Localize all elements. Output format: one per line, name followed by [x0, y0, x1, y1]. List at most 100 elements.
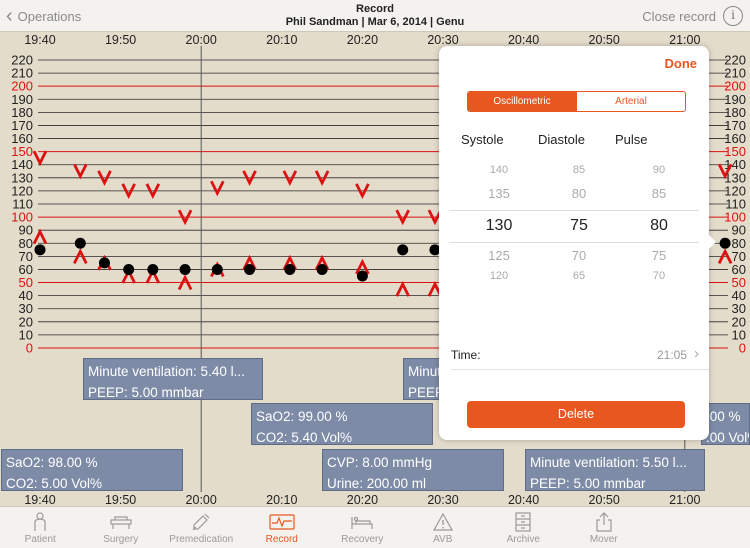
y-tick-label-right: 100: [724, 210, 746, 225]
blood-pressure-popover: Done Oscillometric Arterial Systole Dias…: [439, 46, 716, 440]
y-tick-label-left: 170: [11, 118, 33, 133]
data-marks: [32, 150, 733, 297]
diastole-marker: [427, 280, 443, 297]
pulse-point: [74, 237, 86, 249]
y-tick-label-right: 160: [724, 131, 746, 146]
y-tick-label-left: 160: [11, 131, 33, 146]
y-tick-label-right: 90: [732, 223, 746, 238]
note-box[interactable]: Minute ventilation: 5.40 l... PEEP: 5.00…: [403, 358, 443, 400]
tab-premedication[interactable]: Premedication: [161, 507, 242, 548]
picker-value: 70: [652, 270, 666, 282]
back-button[interactable]: ‹ Operations: [6, 6, 81, 26]
subtitle-text: Phil Sandman | Mar 6, 2014 | Genu: [285, 16, 465, 28]
back-label: Operations: [17, 8, 82, 24]
y-tick-label-right: 180: [724, 105, 746, 120]
pulse-point: [719, 237, 731, 249]
y-tick-label-left: 220: [11, 53, 33, 68]
picker-value: 75: [651, 248, 667, 263]
tab-label: AVB: [433, 534, 453, 545]
info-icon[interactable]: i: [723, 6, 743, 26]
tab-surgery[interactable]: Surgery: [81, 507, 162, 548]
close-record-button[interactable]: Close record: [642, 9, 716, 24]
note-box[interactable]: Minute ventilation: 5.40 l... PEEP: 5.00…: [83, 358, 263, 400]
tab-bar: Patient Surgery Premedication Record Rec…: [0, 506, 750, 548]
systole-marker: [210, 180, 225, 197]
y-tick-label-left: 60: [19, 262, 33, 277]
chevron-right-icon[interactable]: ›: [694, 345, 699, 362]
picker-selection-band: [449, 210, 699, 243]
systole-marker: [177, 209, 193, 226]
segment-arterial[interactable]: Arterial: [576, 92, 685, 111]
systole-marker: [32, 150, 48, 167]
y-tick-label-left: 210: [11, 66, 33, 81]
systole-marker: [145, 183, 161, 200]
diastole-marker: [177, 274, 193, 291]
picker-value: 90: [652, 164, 666, 176]
systole-marker: [395, 209, 410, 226]
x-tick-label-bottom: 19:40: [24, 493, 55, 506]
tab-label: Record: [265, 534, 298, 545]
pulse-point: [98, 257, 110, 269]
x-tick-label-bottom: 20:00: [186, 493, 217, 506]
tab-label: Patient: [24, 534, 56, 545]
segment-oscillometric[interactable]: Oscillometric: [468, 92, 576, 111]
pulse-point: [211, 263, 223, 275]
person-icon: [34, 512, 46, 531]
chevron-left-icon: ‹: [6, 5, 13, 27]
pulse-point: [356, 270, 368, 282]
picker-value: 140: [489, 164, 509, 176]
note-box[interactable]: SaO2: 98.00 % CO2: 5.00 Vol%: [1, 449, 183, 491]
y-tick-label-right: 170: [724, 118, 746, 133]
y-tick-label-left: 140: [11, 157, 33, 172]
systole-marker: [242, 170, 257, 186]
x-tick-label-bottom: 20:40: [508, 493, 539, 506]
systole-marker: [121, 183, 136, 200]
done-button[interactable]: Done: [664, 56, 698, 71]
note-box[interactable]: CVP: 8.00 mmHg Urine: 200.00 ml: [322, 449, 504, 491]
note-line: PEEP: 5.00 mmbar: [88, 385, 204, 400]
y-tick-label-left: 190: [11, 92, 33, 107]
y-tick-label-right: 60: [732, 262, 746, 277]
pulse-point: [123, 263, 135, 275]
delete-button[interactable]: Delete: [467, 401, 685, 428]
y-tick-label-left: 120: [11, 183, 33, 198]
popover-arrow: [708, 234, 716, 250]
y-tick-label-left: 110: [12, 197, 33, 212]
tab-avb[interactable]: AVB: [403, 507, 484, 548]
tab-archive[interactable]: Archive: [483, 507, 564, 548]
recovery-bed-icon: [351, 516, 373, 529]
tab-record[interactable]: Record: [242, 507, 323, 548]
note-box[interactable]: SaO2: 99.00 % CO2: 5.40 Vol%: [251, 403, 433, 445]
y-tick-label-right: 50: [732, 275, 746, 290]
x-tick-label-bottom: 20:30: [427, 493, 458, 506]
tab-patient[interactable]: Patient: [0, 507, 81, 548]
y-tick-label-right: 30: [732, 301, 746, 316]
y-tick-label-right: 220: [724, 53, 746, 68]
y-tick-label-right: 200: [724, 79, 746, 94]
picker-value: 65: [572, 270, 586, 282]
tab-label: Surgery: [103, 534, 139, 545]
systole-marker: [97, 170, 112, 186]
tab-recovery[interactable]: Recovery: [322, 507, 403, 548]
tab-mover[interactable]: Mover: [564, 507, 645, 548]
y-tick-label-left: 20: [19, 314, 33, 329]
x-tick-label-bottom: 20:10: [266, 493, 297, 506]
time-value[interactable]: 21:05: [656, 348, 687, 362]
note-line: CO2: 5.00 Vol%: [6, 476, 103, 491]
title-text: Record: [356, 3, 394, 15]
x-tick-label-bottom: 20:50: [589, 493, 620, 506]
picker-value: 70: [571, 248, 587, 263]
pulse-point: [244, 263, 256, 275]
note-line: CVP: 8.00 mmHg: [327, 455, 433, 470]
y-tick-label-right: 70: [732, 249, 746, 264]
y-tick-label-left: 10: [19, 327, 33, 342]
y-tick-label-right: 190: [724, 92, 746, 107]
pulse-point: [179, 263, 191, 275]
value-picker[interactable]: 140 135 130 125 120 85 80 75 70 65 90 85…: [439, 156, 709, 291]
tab-label: Mover: [589, 534, 618, 545]
y-tick-label-left: 70: [19, 249, 33, 264]
picker-value: 80: [571, 186, 587, 201]
note-box[interactable]: Minute ventilation: 5.50 l... PEEP: 5.00…: [525, 449, 705, 491]
note-line: CO2: 5.40 Vol%: [256, 430, 353, 445]
